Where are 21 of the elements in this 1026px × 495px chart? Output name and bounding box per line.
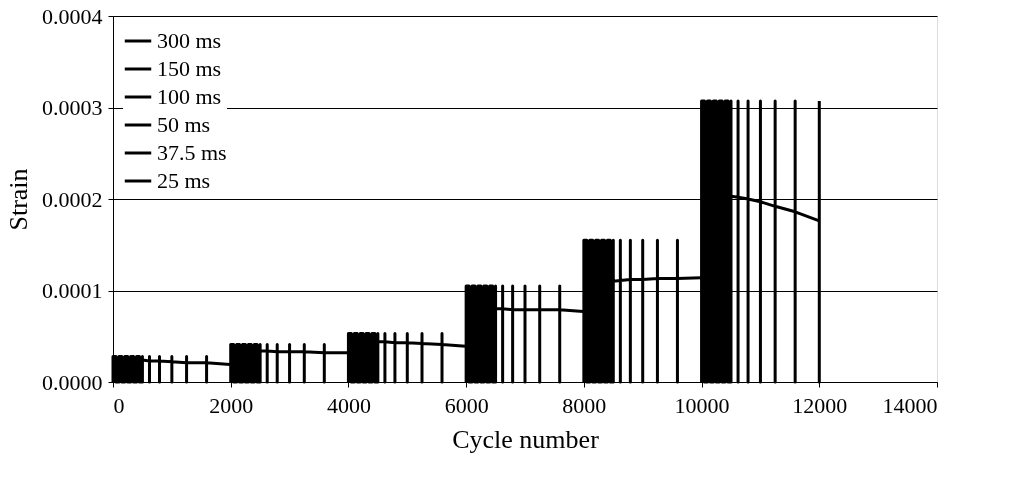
x-tick-label: 2000: [209, 392, 254, 418]
y-tick-label: 0.0000: [42, 369, 103, 395]
x-tick-label: 6000: [444, 392, 489, 418]
legend-label: 37.5 ms: [157, 140, 227, 165]
legend-label: 300 ms: [157, 28, 222, 53]
legend-label: 100 ms: [157, 84, 222, 109]
x-tick-label: 8000: [562, 392, 607, 418]
x-tick-label: 12000: [792, 392, 848, 418]
x-tick-label: 0: [113, 392, 125, 418]
y-tick-label: 0.0003: [42, 95, 103, 120]
y-tick-label: 0.0004: [42, 3, 103, 29]
legend-label: 50 ms: [157, 112, 211, 137]
y-tick-label: 0.0001: [42, 278, 103, 303]
x-tick-label: 14000: [882, 392, 938, 418]
legend-label: 25 ms: [157, 168, 211, 193]
y-tick-label: 0.0002: [42, 186, 103, 212]
x-tick-label: 4000: [326, 392, 371, 418]
legend-label: 150 ms: [157, 56, 222, 81]
x-tick-label: 10000: [674, 392, 730, 418]
x-axis-title: Cycle number: [452, 424, 600, 454]
y-axis-title: Strain: [4, 168, 33, 231]
